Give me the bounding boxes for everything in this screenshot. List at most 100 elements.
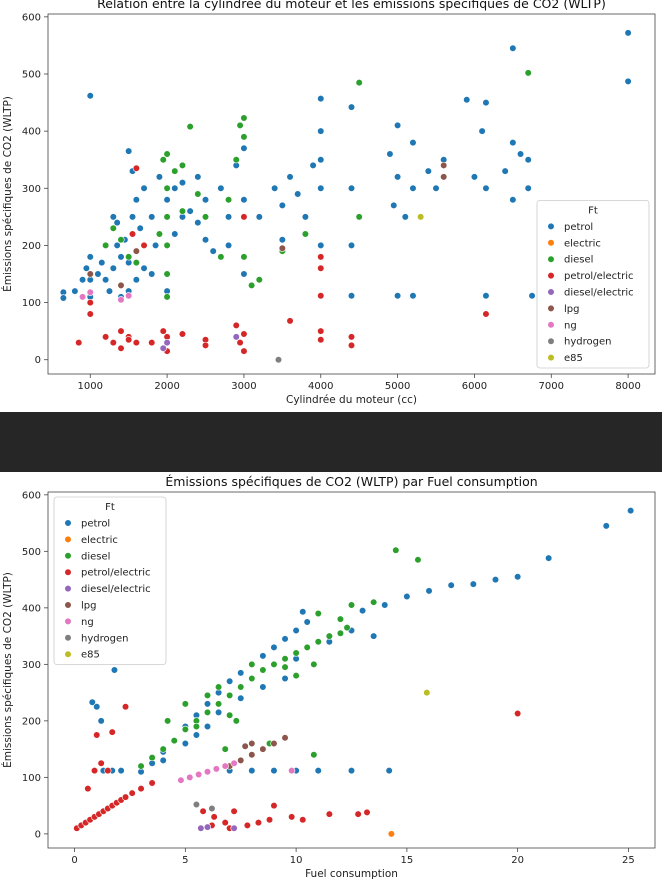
series-hydrogen [192,800,216,813]
legend-label: lpg [564,304,579,315]
y-tick-label: 500 [22,547,41,558]
data-point [148,753,156,762]
legend-marker [64,650,72,658]
legend-marker [547,288,555,296]
data-point [478,127,486,135]
data-point [108,728,116,736]
data-point [195,770,203,779]
chart-title: Relation entre la cylindrée du moteur et… [97,0,606,11]
data-point [113,241,121,250]
legend-marker [64,617,72,625]
data-point [132,338,140,347]
data-point [237,683,245,691]
data-point [624,29,632,37]
data-point [470,173,479,181]
data-point [181,700,189,708]
data-point [178,330,187,338]
data-point [514,573,522,581]
data-point [109,264,117,272]
data-point [232,321,240,330]
data-point [137,785,145,793]
series-petrol-electric [73,703,522,832]
data-point [178,178,187,187]
data-point [186,773,194,781]
data-point [117,236,125,244]
data-point [524,69,532,77]
data-point [194,190,202,198]
legend-marker [64,568,72,576]
data-point [148,338,156,347]
data-point [86,92,94,100]
data-point [286,317,294,325]
data-point [102,276,110,284]
data-point [325,632,333,640]
data-point [226,677,234,685]
data-point [224,196,233,204]
legend-label: petrol [81,519,110,530]
legend-label: e85 [564,353,583,364]
x-tick-label: 5000 [385,381,410,392]
data-point [265,816,274,824]
data-point [199,807,207,815]
data-point [363,808,371,817]
legend-marker [64,552,72,560]
data-point [140,241,148,250]
legend-title: Ft [105,502,115,513]
separator [0,412,662,472]
data-point [240,213,248,221]
data-point [203,708,212,716]
data-point [163,293,171,301]
data-point [278,201,286,210]
data-point [336,629,345,637]
data-point [117,296,125,304]
data-point [423,689,431,697]
series-diesel [137,546,422,770]
data-point [230,759,238,767]
legend-marker [64,634,72,642]
data-point [136,224,144,232]
data-point [358,607,367,615]
data-point [417,213,425,221]
data-point [386,150,394,158]
data-point [121,793,130,801]
data-point [514,709,522,718]
data-point [370,632,378,640]
data-point [132,258,140,267]
data-point [294,190,302,198]
data-point [409,184,417,192]
series-diesel-electric [197,823,238,832]
data-point [201,196,210,204]
data-point [94,270,102,278]
legend-title: Ft [588,205,598,216]
legend-label: ng [564,320,577,331]
data-point [221,762,229,770]
y-axis-label: Émissions spécifiques de CO2 (WLTP) [1,96,14,292]
data-point [482,310,490,318]
data-point [259,683,267,691]
data-point [117,281,125,290]
data-point [343,624,351,632]
data-point [78,276,87,284]
data-point [171,167,179,175]
data-point [93,703,101,711]
data-point [97,717,105,725]
data-point [125,292,133,300]
data-point [212,765,220,773]
data-point [163,338,171,347]
legend: Ft petrol electric diesel petrol/electric die… [53,496,167,666]
data-point [109,338,117,347]
chart-panel-bottom: Émissions spécifiques de CO2 (WLTP) par … [0,472,662,888]
data-point [221,745,229,753]
data-point [88,698,96,706]
data-point [259,666,267,674]
data-point [440,173,448,181]
data-point [86,288,94,296]
data-point [274,356,283,364]
data-point [317,292,325,300]
data-point [236,121,244,130]
data-point [317,156,325,164]
data-point [317,94,325,103]
data-point [214,700,223,708]
data-point [163,196,171,204]
data-point [255,213,263,221]
